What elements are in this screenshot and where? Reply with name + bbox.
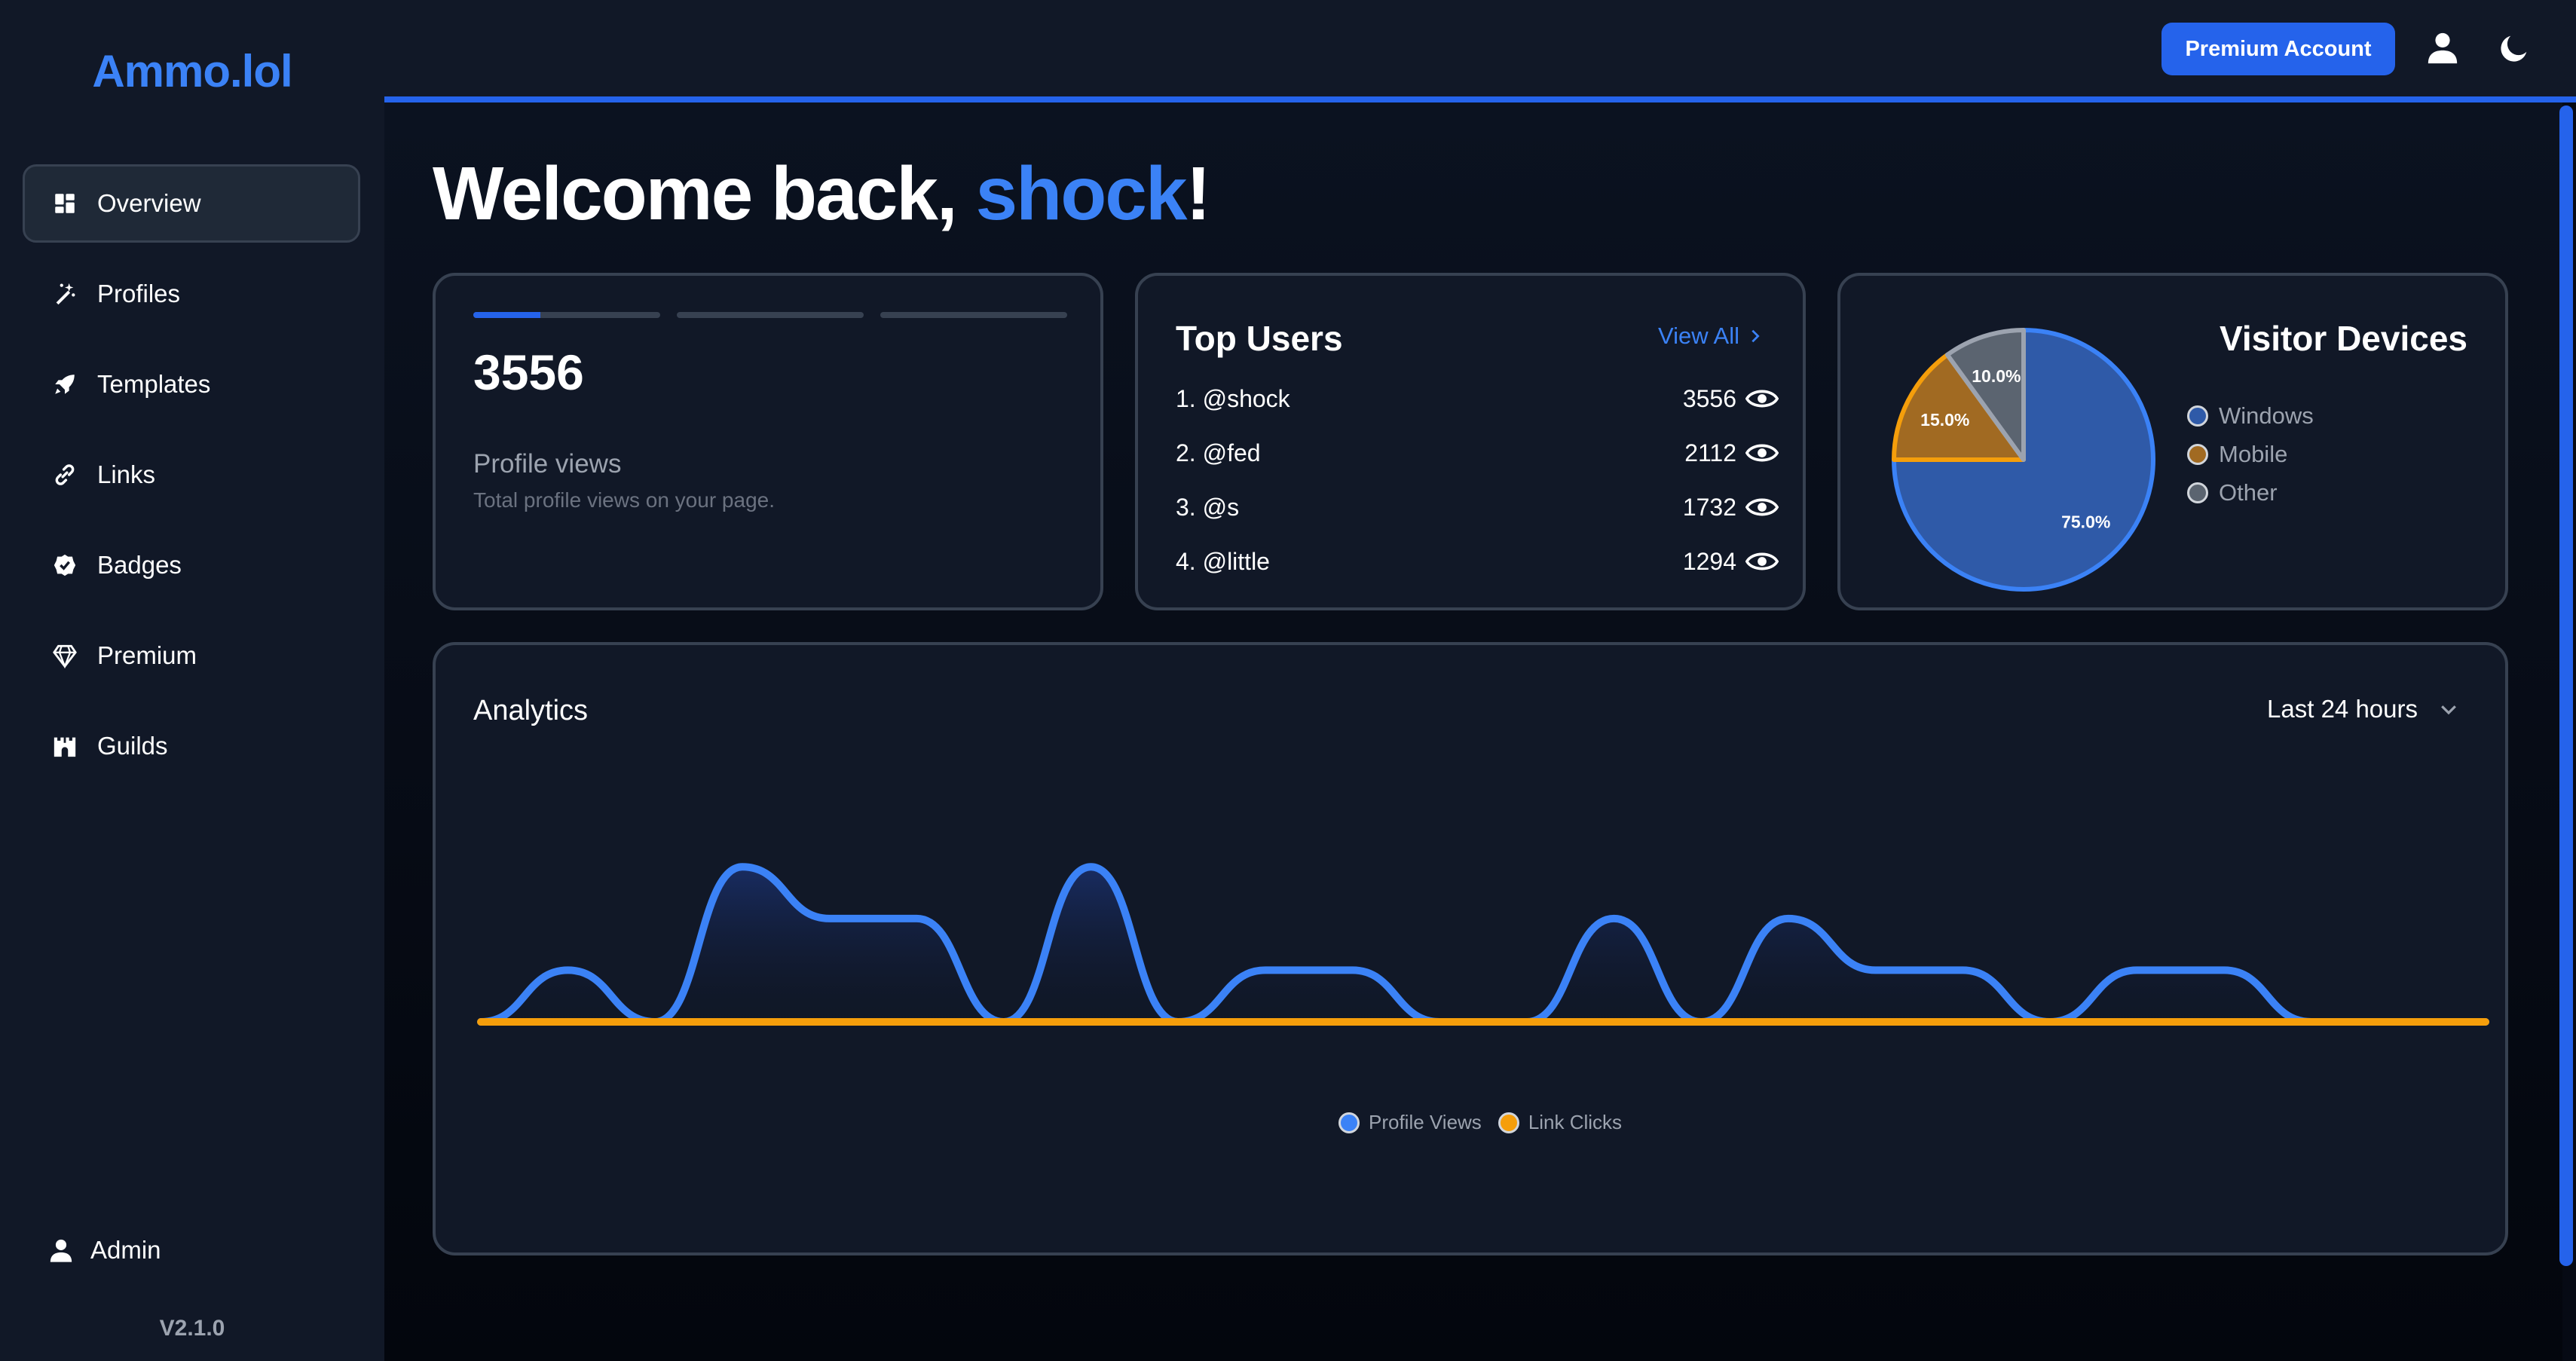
top-user-name: 2. @fed (1176, 439, 1261, 466)
legend-item[interactable]: Windows (2187, 396, 2314, 435)
pie-slice-label: 15.0% (1920, 410, 1969, 430)
top-user-row[interactable]: 2. @fed 2112 (1176, 434, 1779, 472)
dashboard-icon (52, 191, 78, 216)
series-area-profile-views (481, 867, 2486, 1022)
pie-slice-label: 75.0% (2061, 512, 2110, 532)
view-all-link[interactable]: View All (1658, 323, 1764, 350)
admin-label: Admin (90, 1236, 161, 1264)
legend-swatch (2187, 482, 2208, 503)
castle-icon (52, 733, 78, 759)
legend-swatch (1498, 1112, 1519, 1133)
magic-wand-icon (52, 281, 78, 307)
rocket-icon (52, 372, 78, 397)
legend-item[interactable]: Mobile (2187, 435, 2314, 473)
profile-views-label: Profile views (473, 449, 622, 479)
eye-icon (1745, 552, 1779, 570)
analytics-card: Analytics Last 24 hours Profile Views Li… (433, 642, 2508, 1255)
visitor-devices-title: Visitor Devices (2219, 319, 2467, 358)
progress-segment (677, 312, 864, 318)
top-user-name: 3. @s (1176, 493, 1240, 521)
progress-segment (880, 312, 1067, 318)
legend-label: Windows (2219, 402, 2314, 429)
time-range-select[interactable]: Last 24 hours (2267, 695, 2460, 723)
legend-item[interactable]: Link Clicks (1498, 1111, 1622, 1134)
chevron-down-icon (2441, 705, 2456, 715)
sidebar-item-overview[interactable]: Overview (23, 164, 360, 243)
sidebar-item-label: Links (97, 460, 156, 488)
user-icon[interactable] (2425, 30, 2460, 65)
sidebar-item-label: Overview (97, 189, 201, 217)
welcome-suffix: ! (1186, 151, 1211, 236)
top-user-row[interactable]: 3. @s 1732 (1176, 488, 1779, 526)
top-users-card: Top Users View All 1. @shock 3556 2. @fe… (1135, 273, 1806, 610)
legend-swatch (2187, 443, 2208, 465)
sidebar-item-guilds[interactable]: Guilds (23, 707, 360, 785)
analytics-area-chart (477, 863, 2489, 1026)
top-users-title: Top Users (1176, 319, 1343, 358)
top-user-views: 1294 (1682, 547, 1736, 575)
top-user-views: 1732 (1682, 493, 1736, 521)
badge-check-icon (52, 552, 78, 578)
profile-views-card: 3556 Profile views Total profile views o… (433, 273, 1103, 610)
app-logo[interactable]: Ammo.lol (92, 46, 292, 96)
sidebar-item-badges[interactable]: Badges (23, 526, 360, 604)
chevron-right-icon (1751, 329, 1760, 343)
sidebar: Ammo.lol Overview Profiles Templates (0, 0, 384, 1361)
legend-label: Link Clicks (1528, 1111, 1623, 1133)
legend-label: Profile Views (1369, 1111, 1482, 1133)
link-icon (52, 462, 78, 488)
pie-slice-label: 10.0% (1972, 366, 2021, 386)
sidebar-item-label: Templates (97, 370, 211, 398)
top-user-name: 4. @little (1176, 547, 1270, 575)
device-pie-chart: 75.0% 15.0% 10.0% (1892, 328, 2155, 592)
progress-steps (473, 312, 1067, 318)
welcome-prefix: Welcome back, (433, 151, 976, 236)
sidebar-item-premium[interactable]: Premium (23, 616, 360, 695)
analytics-title: Analytics (473, 695, 589, 726)
sidebar-item-profiles[interactable]: Profiles (23, 255, 360, 333)
legend-swatch (1338, 1112, 1360, 1133)
chart-legend: Profile Views Link Clicks (1338, 1111, 1638, 1134)
legend-label: Other (2219, 479, 2278, 506)
profile-views-value: 3556 (473, 344, 584, 400)
profile-views-description: Total profile views on your page. (473, 488, 775, 512)
sidebar-item-label: Guilds (97, 732, 168, 760)
legend-item[interactable]: Profile Views (1338, 1111, 1482, 1134)
eye-icon (1745, 444, 1779, 462)
sidebar-item-label: Badges (97, 551, 182, 579)
sidebar-item-templates[interactable]: Templates (23, 345, 360, 424)
top-user-views: 2112 (1684, 439, 1736, 466)
pie-slice-mobile[interactable] (1892, 352, 2026, 462)
premium-account-button[interactable]: Premium Account (2161, 23, 2395, 75)
visitor-devices-card: 75.0% 15.0% 10.0% Visitor Devices Windows … (1837, 273, 2508, 610)
sidebar-item-label: Premium (97, 641, 197, 669)
legend-swatch (2187, 405, 2208, 427)
pie-slice-other[interactable] (1944, 328, 2026, 462)
welcome-username: shock (975, 151, 1188, 236)
sidebar-item-label: Profiles (97, 280, 181, 307)
eye-icon (1745, 390, 1779, 408)
sidebar-item-links[interactable]: Links (23, 436, 360, 514)
device-legend: Windows Mobile Other (2187, 396, 2314, 512)
view-all-label: View All (1658, 323, 1739, 349)
legend-label: Mobile (2219, 440, 2288, 467)
progress-segment (473, 312, 660, 318)
scrollbar[interactable] (2559, 106, 2573, 1266)
top-user-row[interactable]: 1. @shock 3556 (1176, 380, 1779, 417)
admin-user-menu[interactable]: Admin (48, 1236, 161, 1265)
top-user-views: 3556 (1682, 384, 1736, 412)
top-user-row[interactable]: 4. @little 1294 (1176, 543, 1779, 580)
app-version: V2.1.0 (159, 1316, 225, 1341)
top-user-name: 1. @shock (1176, 384, 1290, 412)
gem-icon (52, 643, 78, 668)
page-title: Welcome back, shock! (433, 151, 1211, 237)
eye-icon (1745, 498, 1779, 516)
moon-icon[interactable] (2498, 30, 2532, 65)
time-range-value: Last 24 hours (2267, 695, 2418, 723)
sidebar-nav: Overview Profiles Templates Links (23, 164, 360, 797)
user-icon (50, 1239, 72, 1262)
legend-item[interactable]: Other (2187, 473, 2314, 512)
